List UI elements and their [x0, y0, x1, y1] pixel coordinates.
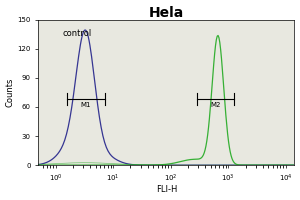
X-axis label: FLI-H: FLI-H — [156, 185, 177, 194]
Text: M1: M1 — [81, 102, 91, 108]
Text: control: control — [62, 29, 92, 38]
Y-axis label: Counts: Counts — [6, 78, 15, 107]
Title: Hela: Hela — [149, 6, 184, 20]
Text: M2: M2 — [210, 102, 220, 108]
